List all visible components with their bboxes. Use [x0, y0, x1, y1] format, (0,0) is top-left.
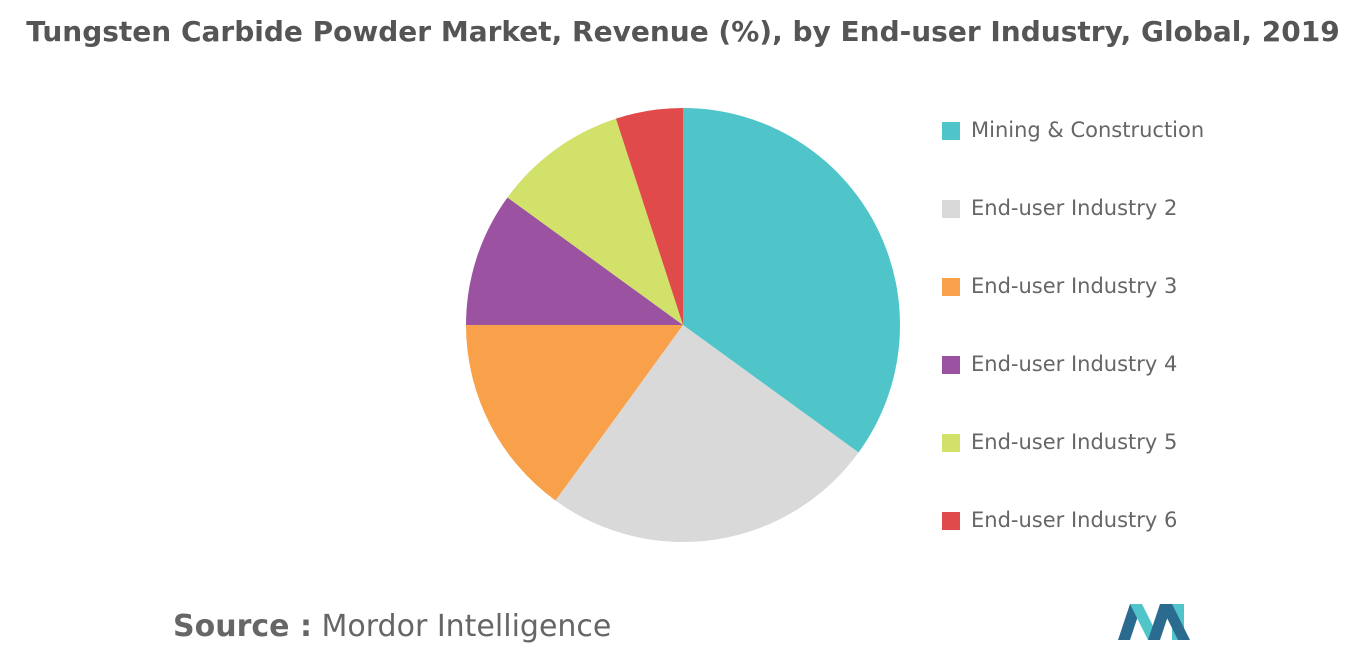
legend-label: End-user Industry 5: [971, 430, 1177, 454]
legend-label: End-user Industry 4: [971, 352, 1177, 376]
legend-label: End-user Industry 3: [971, 274, 1177, 298]
legend-swatch: [942, 356, 960, 374]
legend-swatch: [942, 122, 960, 140]
legend-label: Mining & Construction: [971, 118, 1204, 142]
chart-title: Tungsten Carbide Powder Market, Revenue …: [26, 15, 1339, 48]
pie-slice: [507, 118, 683, 326]
pie-slice: [466, 325, 683, 501]
pie-slice: [466, 197, 683, 325]
source-text: Mordor Intelligence: [322, 609, 612, 644]
pie-slice: [555, 325, 859, 542]
pie-slice: [683, 108, 900, 453]
source-label: Source :: [173, 609, 312, 644]
legend-swatch: [942, 434, 960, 452]
pie-slice: [615, 108, 683, 325]
legend-label: End-user Industry 6: [971, 508, 1177, 532]
legend-label: End-user Industry 2: [971, 196, 1177, 220]
legend-swatch: [942, 278, 960, 296]
source: Source : Mordor Intelligence: [173, 609, 611, 644]
legend-swatch: [942, 200, 960, 218]
logo: [1118, 604, 1190, 640]
legend-swatch: [942, 512, 960, 530]
